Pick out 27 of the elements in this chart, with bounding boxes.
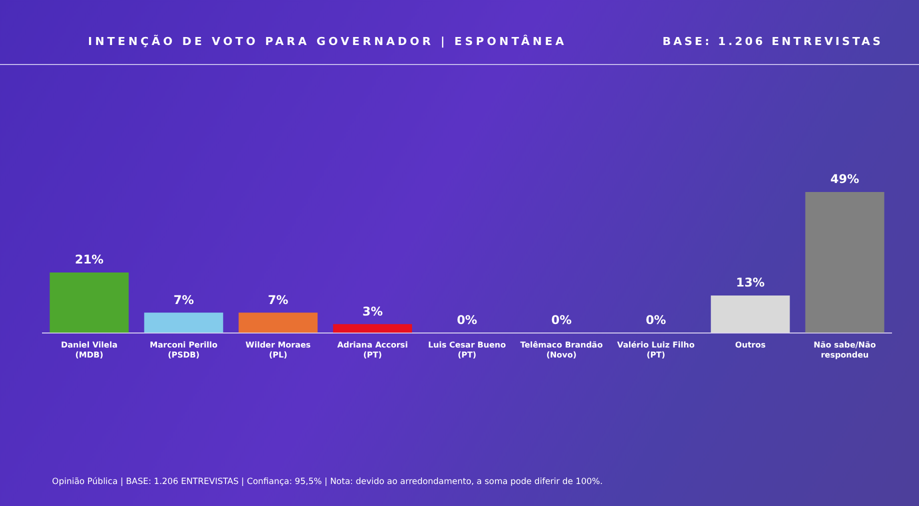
data-label: 7% <box>173 292 194 307</box>
x-tick-label: Telêmaco Brandão (Novo) <box>520 340 604 360</box>
bar <box>805 192 884 333</box>
data-label: 21% <box>74 252 104 267</box>
chart-title: INTENÇÃO DE VOTO PARA GOVERNADOR | ESPONTÂNEA <box>88 35 567 48</box>
chart-subtitle: BASE: 1.206 ENTREVISTAS <box>662 35 883 48</box>
data-label: 49% <box>830 172 860 186</box>
bar <box>333 324 412 333</box>
data-label: 3% <box>362 304 383 318</box>
bar <box>238 312 318 333</box>
bar <box>710 295 790 333</box>
x-tick-label: Valério Luiz Filho (PT) <box>617 340 696 360</box>
x-tick-label: Luis Cesar Bueno (PT) <box>428 340 506 360</box>
data-label: 0% <box>551 312 572 327</box>
x-tick-label: Marconi Perillo (PSDB) <box>150 340 218 360</box>
bar <box>144 312 224 333</box>
x-tick-label: Wilder Moraes (PL) <box>246 340 311 360</box>
x-tick-label: Adriana Accorsi (PT) <box>337 340 408 360</box>
bar <box>50 272 129 333</box>
data-label: 7% <box>268 292 288 307</box>
x-tick-label: Outros <box>735 340 766 350</box>
x-tick-label: Não sabe/Não respondeu <box>814 340 876 360</box>
data-label: 0% <box>456 312 478 327</box>
data-label: 0% <box>646 312 666 327</box>
x-tick-label: Daniel Vilela (MDB) <box>60 340 118 360</box>
data-label: 13% <box>736 276 765 290</box>
text: Opinião Pública | BASE: 1.206 ENTREVISTAS | Confiança: 95,5% | Nota: devido ao arredondamento, a soma pode diferir de 100%. <box>52 477 603 487</box>
